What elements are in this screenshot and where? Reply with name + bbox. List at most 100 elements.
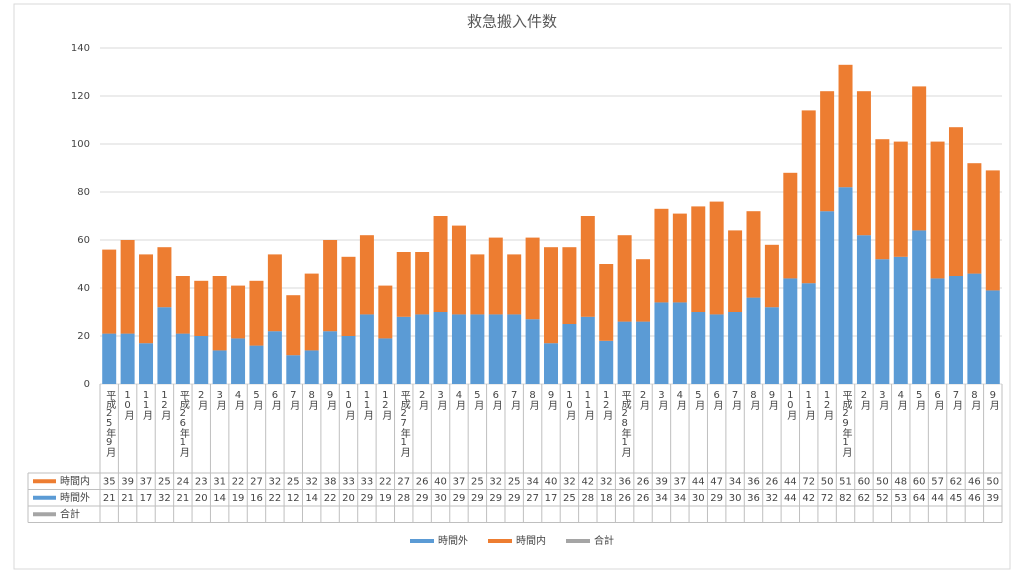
bar-segment: [102, 249, 117, 334]
x-tick-label: 9月: [546, 390, 558, 411]
x-tick-label: 3月: [656, 390, 668, 411]
table-cell: 32: [600, 476, 613, 487]
bar-segment: [893, 256, 908, 384]
bar-segment: [820, 91, 835, 212]
x-tick-label: 3月: [877, 390, 889, 411]
bar-segment: [764, 244, 779, 308]
x-tick-label: 7月: [950, 390, 962, 411]
bar-segment: [249, 280, 264, 346]
x-tick-label: 10月: [564, 390, 576, 421]
bar-segment: [672, 213, 687, 303]
bar-segment: [801, 110, 816, 284]
bar-segment: [359, 235, 374, 315]
bar-segment: [838, 187, 853, 384]
table-cell: 53: [894, 493, 907, 504]
y-tick-label: 120: [71, 91, 90, 102]
table-cell: 17: [140, 493, 153, 504]
table-cell: 26: [416, 476, 429, 487]
table-cell: 62: [858, 493, 871, 504]
bar-segment: [691, 206, 706, 312]
table-cell: 31: [213, 476, 226, 487]
bar-segment: [286, 295, 301, 356]
bar-segment: [875, 139, 890, 260]
x-tick-label: 2月: [858, 390, 870, 411]
x-tick-label: 10月: [785, 390, 797, 421]
table-cell: 29: [508, 493, 521, 504]
table-cell: 40: [434, 476, 447, 487]
bar-segment: [341, 256, 356, 336]
table-cell: 29: [710, 493, 723, 504]
table-cell: 48: [894, 476, 907, 487]
table-cell: 60: [858, 476, 871, 487]
table-cell: 29: [489, 493, 502, 504]
x-tick-label: 4月: [233, 390, 245, 411]
table-cell: 22: [324, 493, 337, 504]
bar-segment: [139, 254, 154, 344]
bar-segment: [636, 321, 651, 384]
bar-segment: [120, 240, 135, 334]
table-cell: 26: [766, 476, 779, 487]
table-cell: 42: [581, 476, 594, 487]
table-cell: 33: [342, 476, 355, 487]
bar-segment: [967, 163, 982, 274]
bar-segment: [580, 316, 595, 384]
x-tick-label: 5月: [251, 390, 263, 411]
legend-label: 時間内: [516, 534, 546, 547]
x-tick-label: 8月: [969, 390, 981, 411]
table-cell: 46: [968, 493, 981, 504]
bar-segment: [451, 225, 466, 315]
table-cell: 36: [618, 476, 631, 487]
x-tick-label: 7月: [509, 390, 521, 411]
bar-segment: [378, 338, 393, 384]
x-tick-label: 12月: [380, 390, 392, 421]
bar-segment: [930, 278, 945, 384]
table-cell: 32: [269, 476, 282, 487]
bar-segment: [580, 216, 595, 317]
table-cell: 29: [453, 493, 466, 504]
table-cell: 30: [729, 493, 742, 504]
bar-segment: [470, 314, 485, 384]
bar-segment: [709, 314, 724, 384]
table-cell: 45: [950, 493, 963, 504]
bar-segment: [617, 235, 632, 322]
table-cell: 26: [618, 493, 631, 504]
y-tick-label: 20: [77, 331, 90, 342]
bar-segment: [415, 252, 430, 315]
x-tick-label: 12月: [822, 390, 834, 421]
bar-segment: [746, 211, 761, 298]
table-cell: 30: [434, 493, 447, 504]
table-cell: 36: [747, 493, 760, 504]
table-cell: 27: [250, 476, 263, 487]
bar-segment: [433, 312, 448, 384]
table-cell: 16: [250, 493, 263, 504]
table-cell: 25: [287, 476, 300, 487]
table-cell: 26: [637, 493, 650, 504]
bar-segment: [562, 247, 577, 324]
bar-segment: [323, 331, 338, 384]
bar-segment: [396, 252, 411, 317]
table-cell: 29: [416, 493, 429, 504]
x-tick-label: 9月: [987, 390, 999, 411]
bar-segment: [433, 216, 448, 312]
table-cell: 32: [489, 476, 502, 487]
x-tick-label: 11月: [803, 390, 815, 421]
table-cell: 19: [379, 493, 392, 504]
x-tick-label: 4月: [895, 390, 907, 411]
bar-segment: [341, 336, 356, 384]
table-cell: 21: [103, 493, 116, 504]
bar-segment: [728, 230, 743, 312]
bar-segment: [231, 338, 246, 384]
x-tick-label: 9月: [766, 390, 778, 411]
table-cell: 38: [324, 476, 337, 487]
table-row-label: 時間内: [60, 474, 90, 487]
bar-segment: [838, 64, 853, 188]
table-cell: 30: [692, 493, 705, 504]
bar-segment: [599, 340, 614, 384]
table-cell: 22: [379, 476, 392, 487]
table-cell: 12: [287, 493, 300, 504]
bar-segment: [617, 321, 632, 384]
table-cell: 51: [839, 476, 852, 487]
bar-segment: [820, 211, 835, 384]
table-cell: 44: [784, 476, 797, 487]
bar-segment: [856, 91, 871, 236]
